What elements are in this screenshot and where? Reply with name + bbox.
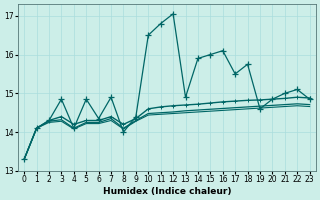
X-axis label: Humidex (Indice chaleur): Humidex (Indice chaleur) bbox=[103, 187, 231, 196]
